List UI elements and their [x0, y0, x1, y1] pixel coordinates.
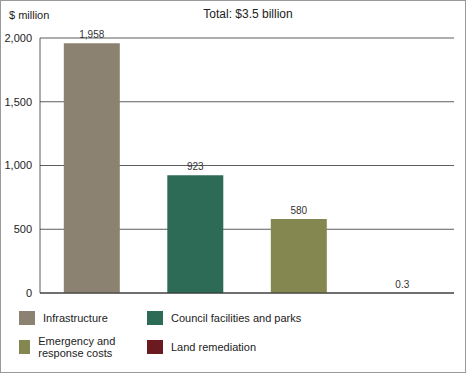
html-text:Emergency and response costs: Emergency and response costs: [38, 335, 116, 359]
svg-text:0.3: 0.3: [395, 279, 409, 290]
svg-text:1,958: 1,958: [79, 29, 104, 40]
svg-text:500: 500: [14, 223, 32, 235]
html-text:Council facilities and parks: Council facilities and parks: [171, 312, 302, 324]
svg-text:1,000: 1,000: [8, 159, 32, 171]
svg-text:0: 0: [26, 287, 32, 299]
svg-text:2,000: 2,000: [8, 32, 32, 44]
svg-text:923: 923: [187, 161, 204, 172]
svg-text:580: 580: [290, 205, 307, 216]
html-text:Total: $3.5 billion: Total: $3.5 billion: [203, 7, 293, 21]
svg-text:1,500: 1,500: [8, 96, 32, 108]
html-text:Land remediation: Land remediation: [171, 341, 256, 353]
html-text:$ million: $ million: [9, 9, 50, 21]
html-text:Infrastructure: Infrastructure: [43, 312, 108, 324]
